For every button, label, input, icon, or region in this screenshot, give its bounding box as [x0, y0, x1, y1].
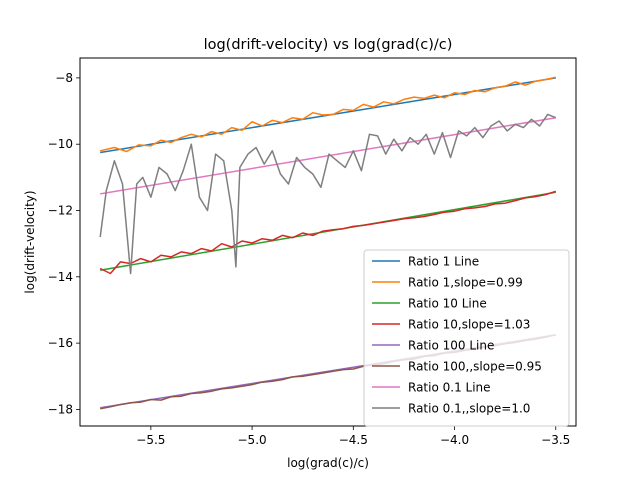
- legend-label: Ratio 100,,slope=0.95: [408, 360, 542, 374]
- x-tick-label: −3.5: [541, 433, 570, 447]
- plot-frame: [79, 57, 577, 427]
- x-tick-label: −5.5: [136, 433, 165, 447]
- series-line-8: [99, 113, 557, 275]
- y-axis-label: log(drift-velocity): [23, 190, 37, 293]
- x-tick-label: −5.0: [238, 433, 267, 447]
- y-tick-label: −12: [48, 204, 73, 218]
- legend-label: Ratio 1 Line: [408, 255, 479, 269]
- series-line-4: [99, 190, 557, 275]
- plot-lines: [99, 76, 557, 410]
- series-line-2: [100, 76, 556, 153]
- x-tick-label: −4.5: [339, 433, 368, 447]
- legend-label: Ratio 0.1 Line: [408, 381, 491, 395]
- y-tick-label: −14: [48, 270, 73, 284]
- y-tick-label: −16: [48, 336, 73, 350]
- y-tick-label: −18: [48, 402, 73, 416]
- y-axis-ticks: −8 −10 −12 −14 −16 −18: [48, 71, 80, 416]
- legend-label: Ratio 10,slope=1.03: [408, 318, 530, 332]
- legend-label: Ratio 1,slope=0.99: [408, 276, 523, 290]
- x-axis-label: log(grad(c)/c): [287, 456, 369, 470]
- series-line-3: [100, 191, 556, 271]
- legend-label: Ratio 0.1,,slope=1.0: [408, 402, 530, 416]
- x-axis-ticks: −5.5 −5.0 −4.5 −4.0 −3.5: [136, 426, 570, 447]
- legend-box: [363, 249, 570, 427]
- y-tick-label: −10: [48, 137, 73, 151]
- x-tick-label: −4.0: [440, 433, 469, 447]
- legend-label: Ratio 100 Line: [408, 339, 494, 353]
- chart-title: log(drift-velocity) vs log(grad(c)/c): [204, 37, 453, 53]
- legend-label: Ratio 10 Line: [408, 297, 487, 311]
- legend: Ratio 1 Line Ratio 1,slope=0.99 Ratio 10 L…: [363, 249, 570, 427]
- y-tick-label: −8: [55, 71, 73, 85]
